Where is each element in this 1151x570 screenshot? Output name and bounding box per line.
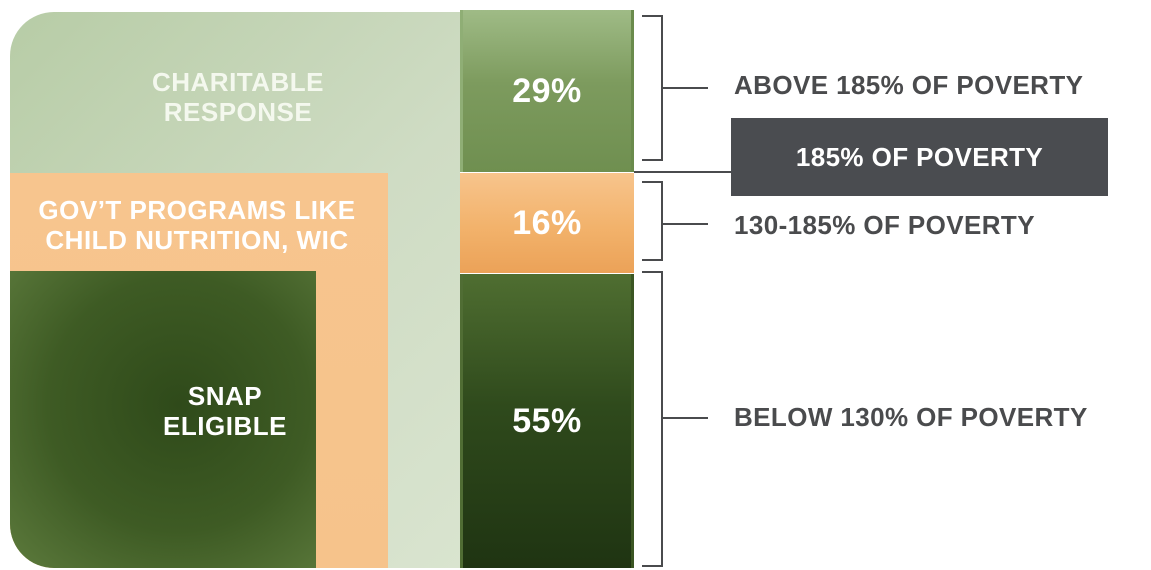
label-above-185: ABOVE 185% OF POVERTY bbox=[734, 70, 1084, 100]
label-130-185: 130-185% OF POVERTY bbox=[734, 210, 1035, 240]
segment-above-185: 29% bbox=[460, 10, 634, 172]
segment-130-185: 16% bbox=[460, 173, 634, 273]
bracket-above bbox=[642, 15, 663, 161]
label-below-130: BELOW 130% OF POVERTY bbox=[734, 402, 1088, 432]
segment-130-185-value: 16% bbox=[512, 203, 582, 242]
segment-below-130: 55% bbox=[460, 274, 634, 568]
bracket-mid bbox=[642, 181, 663, 261]
segment-above-185-value: 29% bbox=[512, 71, 582, 110]
snap-eligible-label: SNAP ELIGIBLE bbox=[163, 381, 287, 441]
snap-eligible-block bbox=[10, 271, 316, 568]
gov-programs-label: GOV’T PROGRAMS LIKE CHILD NUTRITION, WIC bbox=[38, 195, 356, 255]
segment-below-130-value: 55% bbox=[512, 401, 582, 440]
charitable-response-label: CHARITABLE RESPONSE bbox=[151, 67, 325, 127]
threshold-185-label: 185% OF POVERTY bbox=[795, 141, 1044, 172]
bracket-below bbox=[642, 271, 663, 567]
threshold-185-box: 185% OF POVERTY bbox=[731, 118, 1108, 196]
